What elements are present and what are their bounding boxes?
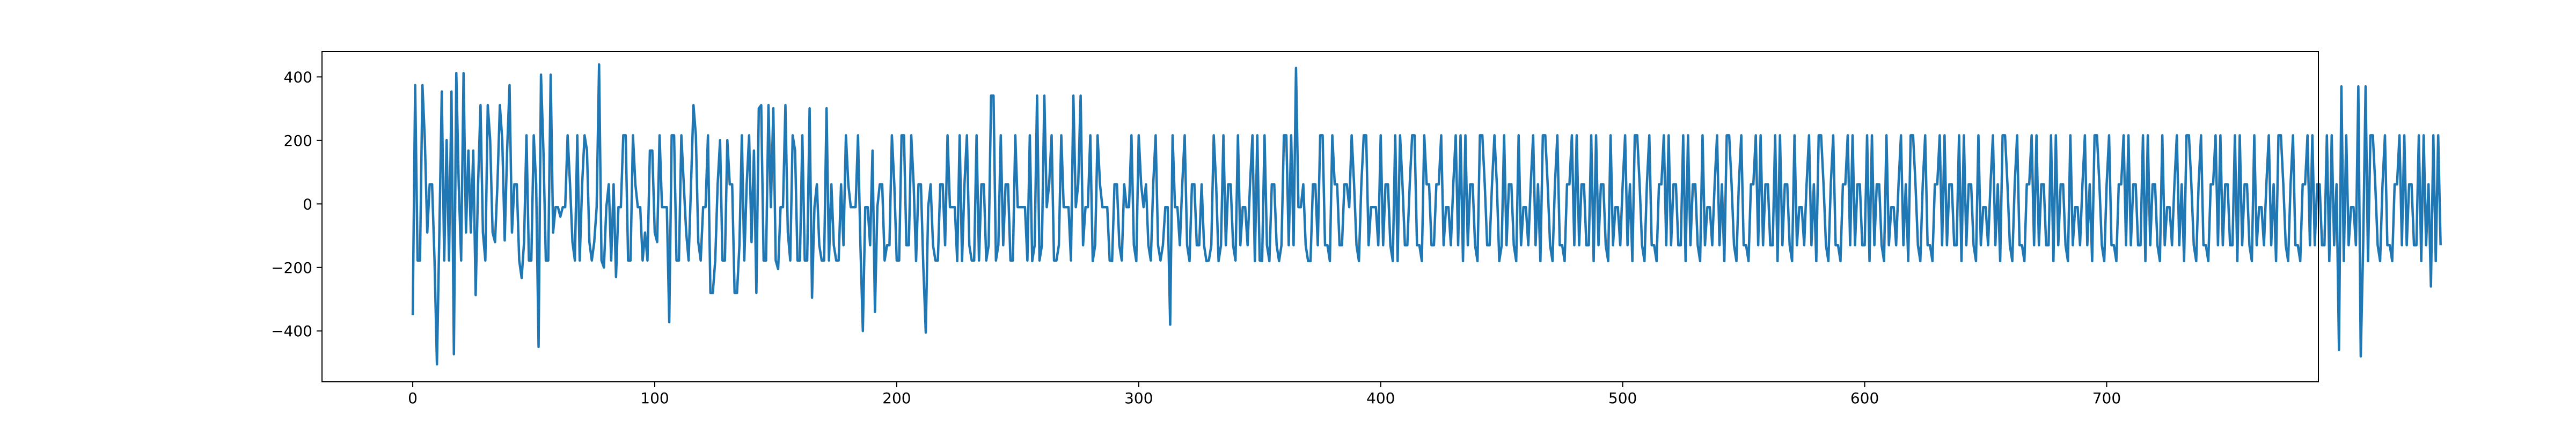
x-axis: 0 100 200 300 400 500 600 700 — [408, 382, 2121, 407]
x-tick-label: 400 — [1366, 389, 1395, 407]
x-tick-label: 600 — [1850, 389, 1879, 407]
y-tick-label: −400 — [271, 322, 312, 340]
axes-frame — [321, 51, 2319, 382]
x-tick-label: 700 — [2092, 389, 2121, 407]
y-tick-label: 200 — [284, 132, 312, 150]
x-tick-label: 300 — [1124, 389, 1153, 407]
x-tick-label: 0 — [408, 389, 418, 407]
y-tick-label: 0 — [303, 195, 312, 213]
y-axis: −400 −200 0 200 400 — [271, 68, 322, 340]
y-tick-label: 400 — [284, 68, 312, 86]
y-tick-label: −200 — [271, 259, 312, 277]
x-tick-label: 100 — [640, 389, 669, 407]
series-line-0 — [411, 63, 2442, 366]
x-tick-label: 200 — [882, 389, 911, 407]
plot-area — [411, 63, 2442, 366]
x-tick-label: 500 — [1608, 389, 1637, 407]
